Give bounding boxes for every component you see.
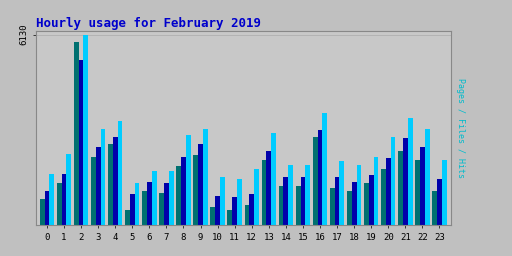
Bar xyxy=(364,183,369,225)
Bar xyxy=(249,194,254,225)
Bar xyxy=(305,165,310,225)
Bar xyxy=(61,174,67,225)
Bar xyxy=(49,174,54,225)
Bar xyxy=(330,188,335,225)
Bar xyxy=(130,194,135,225)
Bar xyxy=(210,207,215,225)
Bar xyxy=(45,191,49,225)
Bar xyxy=(83,35,88,225)
Bar xyxy=(415,160,420,225)
Bar xyxy=(425,129,430,225)
Bar xyxy=(254,169,259,225)
Bar xyxy=(408,118,413,225)
Bar xyxy=(198,144,203,225)
Bar xyxy=(296,186,301,225)
Text: Hourly usage for February 2019: Hourly usage for February 2019 xyxy=(36,17,261,29)
Bar xyxy=(323,113,327,225)
Bar xyxy=(152,171,157,225)
Bar xyxy=(194,155,198,225)
Bar xyxy=(420,147,425,225)
Bar xyxy=(108,144,113,225)
Bar xyxy=(100,129,105,225)
Bar xyxy=(57,183,61,225)
Bar xyxy=(398,151,403,225)
Bar xyxy=(245,205,249,225)
Bar xyxy=(169,171,174,225)
Bar xyxy=(313,137,317,225)
Bar xyxy=(369,176,374,225)
Bar xyxy=(186,135,190,225)
Bar xyxy=(142,191,147,225)
Bar xyxy=(301,177,305,225)
Bar xyxy=(118,121,122,225)
Bar xyxy=(335,177,339,225)
Bar xyxy=(232,197,237,225)
Bar xyxy=(374,157,378,225)
Bar xyxy=(96,147,100,225)
Bar xyxy=(220,177,225,225)
Bar xyxy=(432,191,437,225)
Bar xyxy=(284,177,288,225)
Bar xyxy=(288,165,293,225)
Bar xyxy=(74,42,79,225)
Bar xyxy=(437,179,442,225)
Bar xyxy=(381,169,386,225)
Bar xyxy=(125,210,130,225)
Bar xyxy=(113,137,118,225)
Y-axis label: Pages / Files / Hits: Pages / Files / Hits xyxy=(456,78,465,178)
Bar xyxy=(40,199,45,225)
Bar xyxy=(262,160,266,225)
Bar xyxy=(237,179,242,225)
Bar xyxy=(442,160,446,225)
Bar xyxy=(271,133,276,225)
Bar xyxy=(147,182,152,225)
Bar xyxy=(352,182,356,225)
Bar xyxy=(266,151,271,225)
Bar xyxy=(135,183,139,225)
Bar xyxy=(159,193,164,225)
Bar xyxy=(176,166,181,225)
Bar xyxy=(215,196,220,225)
Bar xyxy=(181,157,186,225)
Bar xyxy=(79,60,83,225)
Bar xyxy=(339,162,344,225)
Bar xyxy=(91,157,96,225)
Bar xyxy=(403,138,408,225)
Bar xyxy=(386,158,391,225)
Bar xyxy=(391,137,395,225)
Bar xyxy=(317,130,323,225)
Bar xyxy=(67,154,71,225)
Bar xyxy=(227,210,232,225)
Bar xyxy=(203,129,208,225)
Bar xyxy=(279,186,284,225)
Bar xyxy=(356,165,361,225)
Bar xyxy=(164,183,169,225)
Bar xyxy=(347,191,352,225)
